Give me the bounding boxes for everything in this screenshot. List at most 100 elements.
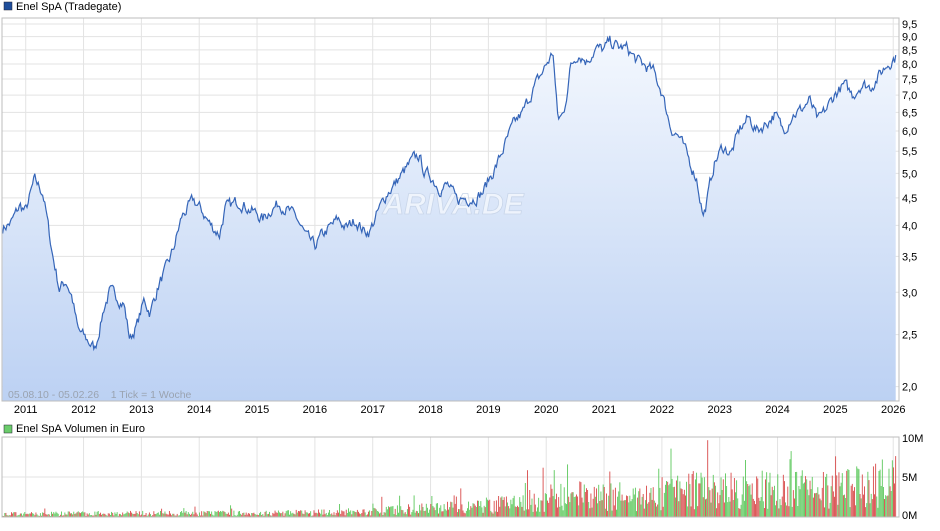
volume-bar [120,514,121,517]
volume-bar [541,500,543,517]
volume-bar [644,500,646,517]
volume-bar [115,513,117,517]
volume-bar [881,459,883,517]
volume-bar [608,495,610,517]
volume-bar [567,464,569,517]
volume-bar [454,503,456,517]
volume-bar [230,505,232,517]
volume-bar [477,500,478,517]
volume-bar [779,499,781,517]
volume-bar [636,511,637,517]
volume-bar [136,513,138,517]
volume-bar [247,513,249,517]
volume-bar [499,506,501,517]
volume-bar [23,513,25,517]
volume-bar [871,499,873,517]
volume-bar [39,513,41,517]
volume-bar [358,511,359,517]
volume-bar [332,514,334,517]
volume-bar [262,514,264,517]
volume-bar [325,513,327,517]
volume-bar [619,482,621,517]
volume-bar [404,512,406,517]
volume-bar [671,478,673,517]
price-y-tick-label: 9,0 [902,32,917,44]
volume-bar [664,484,666,517]
volume-bar [602,484,604,517]
volume-bar [210,513,212,517]
volume-bar [309,513,310,517]
volume-bar [168,511,170,517]
volume-bar [842,495,844,517]
volume-bar [125,513,127,517]
volume-bar [27,514,29,517]
volume-bar [727,502,729,517]
volume-bar [29,513,31,517]
volume-bar [634,487,636,517]
volume-bar [887,495,889,517]
volume-bar [73,511,75,517]
volume-bar [212,514,214,517]
volume-bar [689,484,691,517]
volume-bar [122,512,124,517]
volume-bar [14,512,16,517]
volume-bar [738,508,740,517]
volume-bar [559,506,561,517]
volume-bar [646,485,647,517]
volume-bar [889,486,891,517]
volume-bar [319,512,320,517]
volume-bar [696,472,698,517]
volume-bar [31,512,32,517]
volume-bar [633,494,635,517]
volume-bar [443,504,445,517]
volume-bar [143,515,145,517]
volume-bar [312,515,314,517]
volume-bar [849,507,851,517]
volume-bar [359,513,361,517]
volume-bar [428,512,429,517]
volume-bar [415,510,417,517]
volume-bar [566,504,567,517]
volume-bar [763,508,765,517]
volume-bar [275,512,277,517]
volume-bar [716,508,718,517]
volume-bar [287,510,289,517]
volume-bar [783,481,785,517]
volume-bar [460,488,462,517]
price-x-tick-label: 2019 [476,404,500,416]
volume-bar [291,513,293,517]
volume-bar [217,510,219,517]
volume-bar [101,514,103,517]
volume-bar [108,513,110,517]
volume-bar [647,503,649,517]
volume-bar [701,477,703,517]
volume-bar [542,467,544,517]
volume-bar [491,512,493,517]
volume-bar [215,512,217,517]
volume-bar [530,504,532,517]
volume-bar [875,463,877,517]
volume-bar [195,512,197,517]
volume-bar [363,509,365,517]
volume-bar [759,500,761,517]
volume-bar [425,503,427,517]
volume-bar [601,500,603,517]
volume-bar [681,489,683,517]
chart-footer-range: 05.08.10 - 05.02.26 1 Tick = 1 Woche [8,389,192,401]
volume-bar [877,507,879,517]
volume-bar [800,475,802,517]
volume-bar [598,484,600,517]
volume-bar [329,510,331,517]
volume-bar [876,496,878,517]
volume-bar [730,472,732,517]
volume-bar [219,512,220,517]
volume-bar [152,515,154,517]
volume-bar [107,513,109,517]
volume-bar [234,515,236,517]
volume-bar [824,507,825,517]
volume-bar [722,479,724,517]
volume-bar [380,512,382,517]
volume-bar [112,512,114,517]
volume-bar [371,511,373,517]
volume-bar [253,512,255,517]
